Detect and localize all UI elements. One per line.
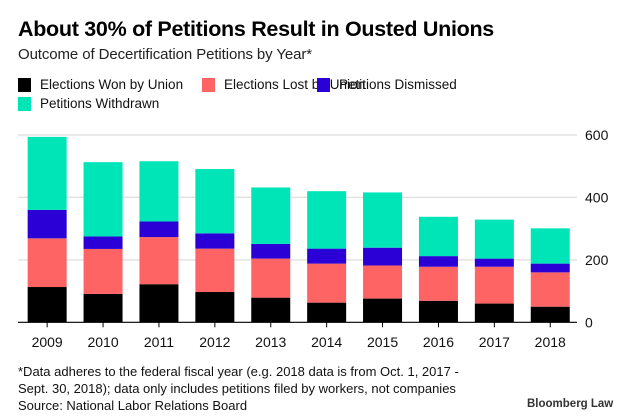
bar-2014-elections-lost — [307, 263, 347, 303]
bar-2016-elections-won — [418, 300, 458, 323]
x-tick-label-2017: 2017 — [479, 334, 510, 350]
bar-2013-elections-won — [251, 297, 291, 323]
x-tick-label-2012: 2012 — [199, 334, 230, 350]
footnote-line-2: Sept. 30, 2018); data only includes peti… — [18, 381, 456, 396]
y-tick-label-0: 0 — [585, 314, 593, 330]
bar-2014-petitions-withdrawn — [307, 191, 347, 249]
x-tick-label-2013: 2013 — [255, 334, 286, 350]
bar-2011-elections-lost — [139, 237, 179, 285]
bar-2013-petitions-dismissed — [251, 243, 291, 259]
bar-2018-petitions-withdrawn — [530, 228, 570, 264]
legend-swatch-elections-lost — [202, 77, 215, 92]
bar-2018-elections-won — [530, 306, 570, 323]
x-axis-tick-labels: 2009 2010 2011 2012 2013 2014 2015 2016 2017 2018 — [32, 334, 566, 350]
bar-2012-elections-lost — [195, 248, 235, 293]
x-tick-label-2016: 2016 — [423, 334, 454, 350]
bar-2011-elections-won — [139, 284, 179, 323]
bar-2013-elections-lost — [251, 258, 291, 298]
bars — [27, 136, 570, 323]
bloomberg-law-logo: Bloomberg Law — [527, 398, 614, 410]
bar-2017-elections-lost — [474, 266, 514, 304]
bar-2009-petitions-withdrawn — [27, 136, 67, 210]
bar-2017-elections-won — [474, 303, 514, 323]
x-axis — [18, 321, 577, 328]
legend-swatch-elections-won — [18, 77, 31, 92]
legend-label-elections-won: Elections Won by Union — [40, 77, 184, 92]
bar-2010-elections-lost — [83, 248, 123, 294]
source-note: Source: National Labor Relations Board — [18, 398, 248, 413]
x-tick-label-2015: 2015 — [367, 334, 398, 350]
bar-2011-petitions-withdrawn — [139, 161, 179, 222]
bar-2016-petitions-withdrawn — [418, 216, 458, 257]
chart-subtitle: Outcome of Decertification Petitions by … — [18, 46, 312, 63]
y-tick-label-600: 600 — [585, 127, 609, 143]
bar-2011-petitions-dismissed — [139, 221, 179, 238]
bar-2015-petitions-withdrawn — [363, 192, 403, 248]
bar-2015-elections-won — [363, 298, 403, 323]
bar-2010-petitions-dismissed — [83, 236, 123, 249]
x-tick-label-2011: 2011 — [144, 334, 174, 350]
bar-2015-petitions-dismissed — [363, 247, 403, 266]
footnote: *Data adheres to the federal fiscal year… — [18, 363, 459, 414]
bar-2009-petitions-dismissed — [27, 209, 67, 239]
legend-item-petitions-dismissed: Petitions Dismissed — [317, 77, 457, 92]
legend-item-elections-won: Elections Won by Union — [18, 77, 183, 92]
legend-item-petitions-withdrawn: Petitions Withdrawn — [18, 96, 159, 111]
y-tick-label-200: 200 — [585, 252, 609, 268]
legend-label-petitions-dismissed: Petitions Dismissed — [339, 77, 457, 92]
bar-2010-petitions-withdrawn — [83, 162, 123, 237]
legend-swatch-petitions-dismissed — [317, 77, 330, 92]
y-tick-label-400: 400 — [585, 189, 609, 205]
y-axis-tick-labels: 0 200 400 600 — [585, 127, 609, 330]
bar-2016-elections-lost — [418, 266, 458, 301]
footnote-line-1: *Data adheres to the federal fiscal year… — [18, 364, 459, 379]
bar-2017-petitions-dismissed — [474, 258, 514, 267]
bar-2012-petitions-withdrawn — [195, 169, 235, 234]
bar-2009-elections-won — [27, 287, 67, 323]
legend-label-petitions-withdrawn: Petitions Withdrawn — [40, 96, 160, 111]
bar-2012-elections-won — [195, 292, 235, 323]
chart-title: About 30% of Petitions Result in Ousted … — [18, 17, 494, 41]
bar-2012-petitions-dismissed — [195, 233, 235, 249]
bar-2015-elections-lost — [363, 265, 403, 299]
bar-2018-elections-lost — [530, 272, 570, 307]
bar-2009-elections-lost — [27, 238, 67, 288]
x-tick-label-2009: 2009 — [32, 334, 63, 350]
bar-2014-elections-won — [307, 302, 347, 323]
legend-swatch-petitions-withdrawn — [18, 96, 31, 111]
bar-2018-petitions-dismissed — [530, 263, 570, 273]
x-tick-label-2010: 2010 — [87, 334, 118, 350]
bar-2016-petitions-dismissed — [418, 256, 458, 267]
bar-2014-petitions-dismissed — [307, 248, 347, 264]
x-tick-label-2014: 2014 — [311, 334, 342, 350]
bar-2013-petitions-withdrawn — [251, 187, 291, 244]
bar-2010-elections-won — [83, 293, 123, 323]
x-tick-label-2018: 2018 — [535, 334, 566, 350]
bar-2017-petitions-withdrawn — [474, 219, 514, 259]
